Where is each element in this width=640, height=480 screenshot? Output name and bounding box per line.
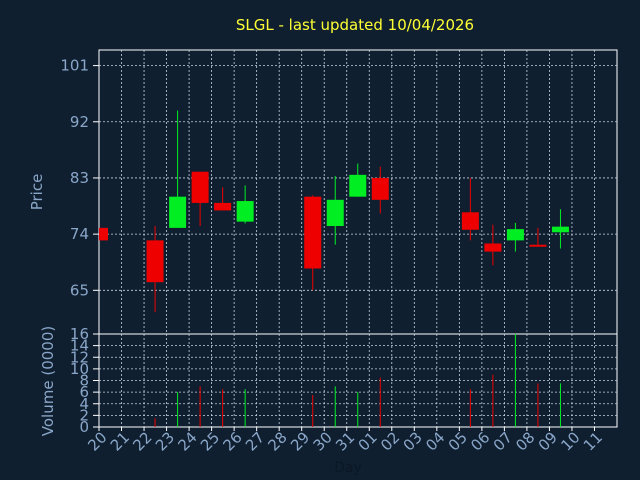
candle-body xyxy=(506,229,524,241)
candle-body xyxy=(191,171,209,203)
candle-body xyxy=(371,177,389,200)
candle-body xyxy=(484,243,502,252)
volume-bars xyxy=(154,334,561,427)
volume-tick-label: 14 xyxy=(70,337,89,355)
price-gridlines xyxy=(99,50,617,334)
candle-body xyxy=(529,244,547,247)
price-tick-label: 83 xyxy=(70,169,89,187)
day-axis-label: Day xyxy=(334,460,362,476)
day-x-ticks: 2021222324252627282930310102030405060708… xyxy=(84,427,606,455)
price-y-ticks: 65 74 83 92 101 xyxy=(60,57,99,299)
candlesticks xyxy=(99,110,569,313)
candle-body xyxy=(146,240,164,283)
volume-tick-label: 10 xyxy=(70,360,89,378)
volume-tick-label: 2 xyxy=(79,406,89,424)
candle-body xyxy=(169,196,187,228)
candle-body xyxy=(236,201,254,222)
chart-title: SLGL - last updated 10/04/2026 xyxy=(236,16,474,34)
candle-body xyxy=(214,202,232,211)
volume-tick-label: 16 xyxy=(70,325,89,343)
price-tick-label: 65 xyxy=(70,281,89,299)
candle-body xyxy=(551,226,569,233)
volume-gridlines xyxy=(99,334,617,427)
volume-tick-label: 8 xyxy=(79,372,89,390)
price-tick-label: 92 xyxy=(70,113,89,131)
candle-body xyxy=(304,196,322,269)
price-axis-label: Price xyxy=(28,174,46,211)
candle-body xyxy=(99,227,108,241)
volume-tick-label: 0 xyxy=(79,418,89,436)
day-tick-label: 11 xyxy=(580,428,606,454)
candle-body xyxy=(326,199,344,227)
volume-tick-label: 6 xyxy=(79,383,89,401)
candle-body xyxy=(461,212,479,230)
volume-tick-label: 4 xyxy=(79,395,89,413)
volume-tick-label: 12 xyxy=(70,348,89,366)
price-tick-label: 101 xyxy=(60,57,89,75)
price-panel: 65 74 83 92 101 Price xyxy=(28,49,618,335)
volume-axis-label: Volume (0000) xyxy=(39,326,57,436)
price-tick-label: 74 xyxy=(70,225,89,243)
candle-body xyxy=(349,174,367,197)
